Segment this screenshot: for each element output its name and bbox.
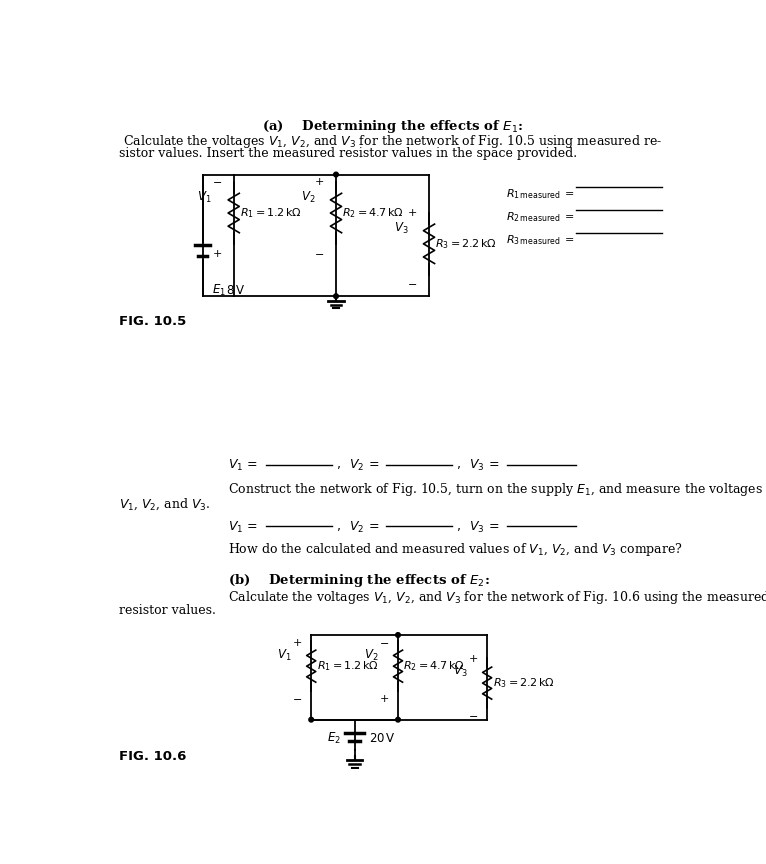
Text: $V_2$: $V_2$: [301, 190, 316, 205]
Text: $,\;\;V_3\,=$: $,\;\;V_3\,=$: [456, 519, 499, 535]
Text: $R_{2\,\mathrm{measured}}\;=$: $R_{2\,\mathrm{measured}}\;=$: [506, 210, 575, 224]
Circle shape: [396, 632, 401, 638]
Text: $V_3$: $V_3$: [394, 221, 409, 236]
Text: $V_2$: $V_2$: [364, 647, 378, 663]
Circle shape: [396, 717, 401, 722]
Text: Calculate the voltages $V_1$, $V_2$, and $V_3$ for the network of Fig. 10.5 usin: Calculate the voltages $V_1$, $V_2$, and…: [123, 133, 663, 150]
Text: $V_1$: $V_1$: [277, 647, 292, 663]
Text: $20\,\mathrm{V}$: $20\,\mathrm{V}$: [368, 732, 395, 745]
Text: $-$: $-$: [468, 709, 478, 720]
Text: $V_1$, $V_2$, and $V_3$.: $V_1$, $V_2$, and $V_3$.: [119, 497, 211, 511]
Circle shape: [334, 172, 339, 177]
Text: $,\;\;V_2\,=$: $,\;\;V_2\,=$: [336, 458, 379, 473]
Text: (b)    Determining the effects of $E_2$:: (b) Determining the effects of $E_2$:: [228, 572, 489, 589]
Text: $V_1\,=$: $V_1\,=$: [228, 519, 257, 535]
Circle shape: [309, 717, 313, 722]
Text: $+$: $+$: [378, 693, 388, 704]
Text: $V_1$: $V_1$: [198, 190, 212, 205]
Text: sistor values. Insert the measured resistor values in the space provided.: sistor values. Insert the measured resis…: [119, 147, 577, 160]
Text: $-$: $-$: [314, 248, 324, 257]
Text: $R_1 = 1.2\,\mathrm{k\Omega}$: $R_1 = 1.2\,\mathrm{k\Omega}$: [240, 206, 302, 220]
Text: $V_3$: $V_3$: [453, 664, 468, 679]
Text: (a)    Determining the effects of $E_1$:: (a) Determining the effects of $E_1$:: [262, 118, 523, 135]
Text: $8\,\mathrm{V}$: $8\,\mathrm{V}$: [226, 283, 245, 296]
Text: $+$: $+$: [468, 653, 478, 664]
Text: $E_1$: $E_1$: [212, 283, 226, 297]
Text: FIG. 10.5: FIG. 10.5: [119, 315, 186, 328]
Text: resistor values.: resistor values.: [119, 604, 216, 617]
Text: $R_{1\,\mathrm{measured}}\;=$: $R_{1\,\mathrm{measured}}\;=$: [506, 187, 575, 200]
Text: $E_2$: $E_2$: [327, 731, 341, 746]
Text: $V_1\,=$: $V_1\,=$: [228, 458, 257, 473]
Text: $-$: $-$: [408, 278, 417, 289]
Text: $,\;\;V_3\,=$: $,\;\;V_3\,=$: [456, 458, 499, 473]
Text: $R_3 = 2.2\,\mathrm{k\Omega}$: $R_3 = 2.2\,\mathrm{k\Omega}$: [493, 677, 555, 690]
Text: Calculate the voltages $V_1$, $V_2$, and $V_3$ for the network of Fig. 10.6 usin: Calculate the voltages $V_1$, $V_2$, and…: [228, 588, 766, 606]
Text: FIG. 10.6: FIG. 10.6: [119, 751, 186, 764]
Text: How do the calculated and measured values of $V_1$, $V_2$, and $V_3$ compare?: How do the calculated and measured value…: [228, 541, 683, 558]
Text: $-$: $-$: [212, 176, 222, 186]
Text: $R_2 = 4.7\,\mathrm{k\Omega}$: $R_2 = 4.7\,\mathrm{k\Omega}$: [342, 206, 404, 220]
Text: $+$: $+$: [292, 637, 302, 647]
Text: $R_1 = 1.2\,\mathrm{k\Omega}$: $R_1 = 1.2\,\mathrm{k\Omega}$: [316, 659, 378, 673]
Text: $R_3 = 2.2\,\mathrm{k\Omega}$: $R_3 = 2.2\,\mathrm{k\Omega}$: [435, 237, 497, 251]
Text: $-$: $-$: [292, 693, 302, 702]
Text: $+$: $+$: [212, 248, 222, 258]
Text: $R_2 = 4.7\,\mathrm{k\Omega}$: $R_2 = 4.7\,\mathrm{k\Omega}$: [404, 659, 465, 673]
Text: $+$: $+$: [408, 206, 417, 218]
Text: $+$: $+$: [314, 176, 324, 187]
Text: $-$: $-$: [378, 637, 388, 646]
Text: $,\;\;V_2\,=$: $,\;\;V_2\,=$: [336, 519, 379, 535]
Circle shape: [334, 294, 339, 298]
Text: $R_{3\,\mathrm{measured}}\;=$: $R_{3\,\mathrm{measured}}\;=$: [506, 233, 575, 247]
Text: Construct the network of Fig. 10.5, turn on the supply $E_1$, and measure the vo: Construct the network of Fig. 10.5, turn…: [228, 481, 762, 498]
